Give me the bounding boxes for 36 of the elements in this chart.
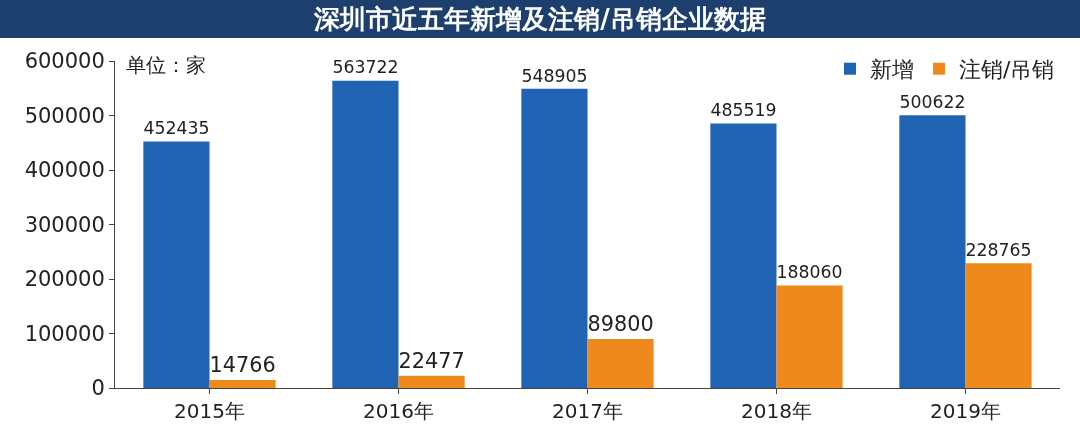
annotation: 单位：家 (126, 53, 206, 77)
bar (776, 285, 843, 388)
data-label: 22477 (398, 348, 465, 373)
bar (521, 88, 588, 388)
data-label: 89800 (587, 311, 654, 336)
y-tick-label: 200000 (24, 267, 105, 292)
y-tick-label: 100000 (24, 321, 105, 346)
bar (710, 123, 777, 388)
bar (143, 141, 210, 388)
x-tick-label: 2017年 (552, 399, 623, 423)
legend-label: 新增 (870, 57, 914, 83)
data-label: 548905 (521, 65, 588, 86)
bar (587, 339, 654, 388)
data-label: 452435 (143, 118, 210, 139)
x-tick-label: 2018年 (741, 399, 812, 423)
bar (965, 263, 1032, 388)
bar (209, 379, 276, 388)
y-tick-label: 500000 (24, 103, 105, 128)
y-tick-label: 400000 (24, 158, 105, 183)
chart-title: 深圳市近五年新增及注销/吊销企业数据 (0, 0, 1080, 38)
x-tick-label: 2015年 (174, 399, 245, 423)
y-tick-label: 0 (91, 376, 105, 401)
data-label: 500622 (899, 91, 966, 112)
x-tick-label: 2016年 (363, 399, 434, 423)
data-label: 188060 (776, 262, 843, 283)
y-tick-label: 600000 (24, 49, 105, 74)
data-label: 485519 (710, 100, 777, 121)
bar (332, 80, 399, 388)
data-label: 563722 (332, 57, 399, 78)
bar (398, 375, 465, 388)
bar (899, 115, 966, 388)
x-tick-label: 2019年 (930, 399, 1001, 423)
legend-label: 注销/吊销 (959, 57, 1055, 83)
data-label: 14766 (209, 352, 276, 377)
y-tick-label: 300000 (24, 212, 105, 237)
data-label: 228765 (965, 239, 1032, 260)
